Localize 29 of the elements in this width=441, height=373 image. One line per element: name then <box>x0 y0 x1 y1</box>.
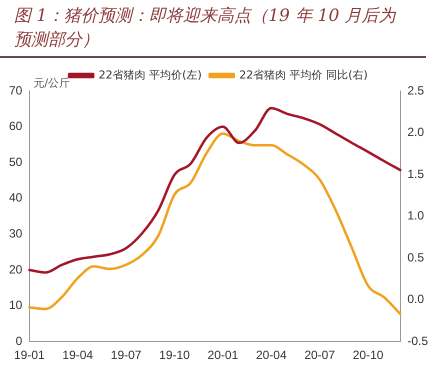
y-axis-title: 元/公斤 <box>33 76 70 90</box>
y2-tick-label: -0.5 <box>407 334 428 348</box>
y-tick-label: 70 <box>8 83 23 98</box>
x-tick-label: 19-10 <box>159 348 190 362</box>
x-tick-label: 20-10 <box>352 348 384 362</box>
y-tick-label: 60 <box>8 119 23 134</box>
y-tick-label: 0 <box>16 334 23 348</box>
y2-tick-label: 1.0 <box>407 208 424 223</box>
x-tick-label: 20-07 <box>304 348 336 362</box>
y2-tick-label: 0.5 <box>407 250 424 264</box>
y-tick-label: 30 <box>8 226 23 241</box>
x-tick-label: 19-07 <box>110 348 142 362</box>
legend-label: 22省猪肉 平均价(左) <box>98 68 202 82</box>
y-tick-label: 10 <box>8 298 23 312</box>
line-series <box>28 132 402 316</box>
y-tick-label: 50 <box>8 154 23 169</box>
y2-tick-label: 2.5 <box>407 83 424 98</box>
x-tick-label: 19-01 <box>14 348 46 362</box>
y2-tick-label: 2.0 <box>407 125 424 140</box>
x-tick-label: 20-04 <box>256 348 287 362</box>
chart-title: 图 1：猪价预测：即将迎来高点（19 年 10 月后为预测部分） <box>0 0 426 58</box>
y-tick-label: 40 <box>8 190 23 205</box>
y2-tick-label: 1.5 <box>407 166 424 181</box>
legend-label: 22省猪肉 平均价 同比(右) <box>239 68 368 82</box>
x-tick-label: 20-01 <box>208 348 239 362</box>
y2-tick-label: 0.0 <box>407 292 424 306</box>
line-series <box>28 106 402 274</box>
y-tick-label: 20 <box>8 262 23 276</box>
x-tick-label: 19-04 <box>62 348 94 362</box>
